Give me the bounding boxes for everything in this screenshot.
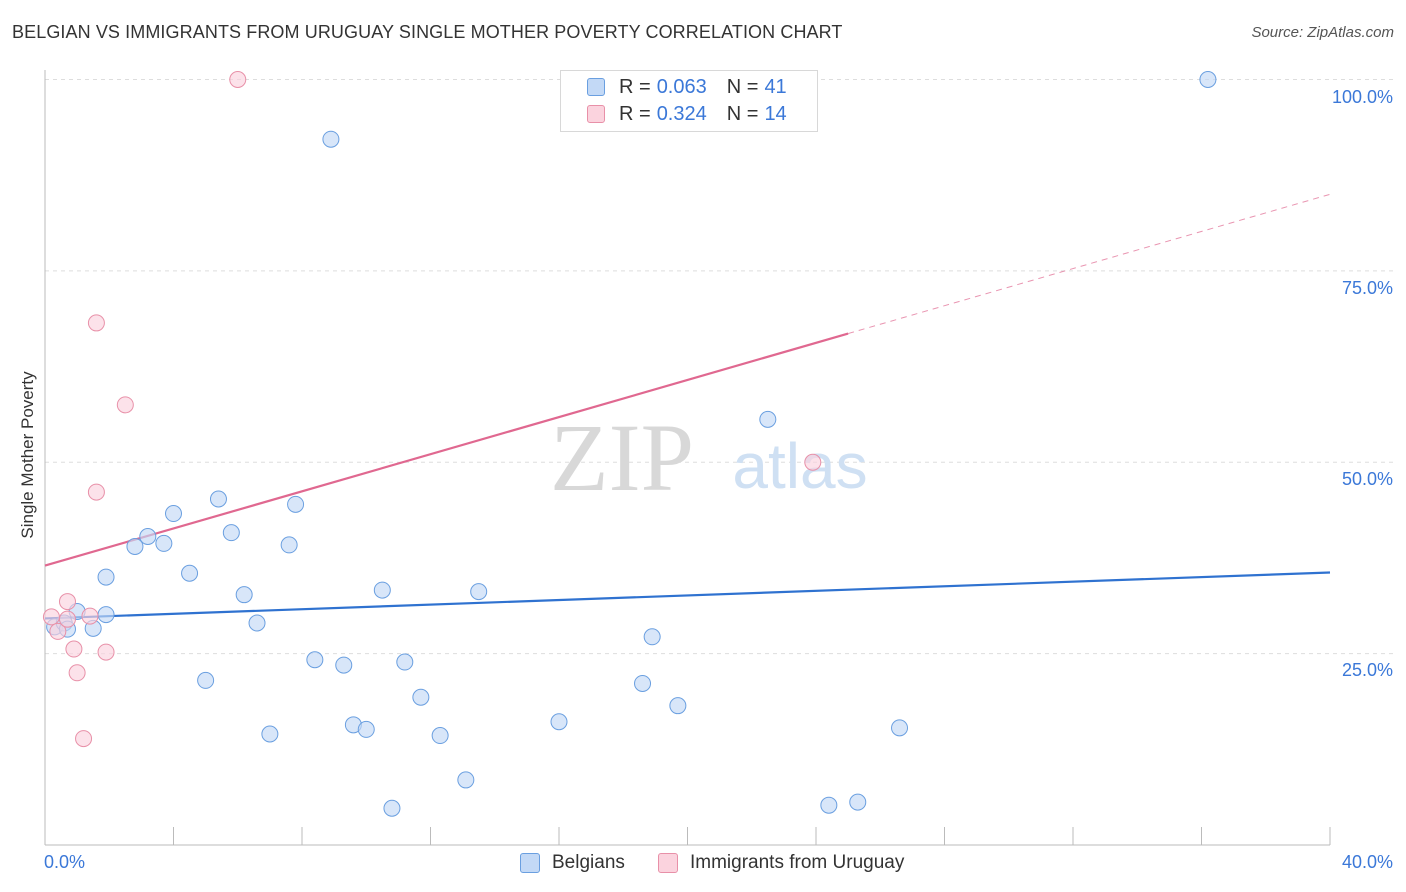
point-belgians-9 bbox=[155, 534, 173, 552]
chart-title: BELGIAN VS IMMIGRANTS FROM URUGUAY SINGL… bbox=[12, 22, 843, 42]
point-belgians-25 bbox=[373, 581, 391, 599]
y-tick-75: 75.0% bbox=[1341, 278, 1393, 298]
point-belgians-31 bbox=[470, 583, 488, 601]
point-belgians-29 bbox=[431, 727, 449, 745]
series-legend: Belgians Immigrants from Uruguay bbox=[0, 852, 1406, 878]
point-belgians-16 bbox=[248, 614, 266, 632]
source-label: Source: ZipAtlas.com bbox=[1251, 24, 1394, 41]
legend-r-value: 0.324 bbox=[656, 102, 707, 125]
point-belgians-39 bbox=[891, 719, 909, 737]
legend-swatch-belgians bbox=[520, 853, 540, 873]
point-belgians-10 bbox=[165, 505, 182, 523]
point-belgians-26 bbox=[383, 799, 401, 817]
legend-r-label: R = bbox=[619, 75, 651, 98]
watermark-atlas: atlas bbox=[732, 430, 867, 502]
point-uruguay-7 bbox=[81, 607, 99, 625]
point-belgians-34 bbox=[643, 628, 661, 646]
point-belgians-8 bbox=[139, 528, 157, 546]
legend-r-value: 0.063 bbox=[656, 75, 707, 98]
point-belgians-33 bbox=[634, 674, 652, 692]
point-uruguay-9 bbox=[87, 314, 105, 332]
point-belgians-24 bbox=[357, 720, 375, 738]
point-belgians-40 bbox=[1199, 71, 1217, 88]
point-uruguay-13 bbox=[804, 453, 822, 471]
legend-item-uruguay[interactable]: Immigrants from Uruguay bbox=[658, 852, 904, 874]
point-belgians-12 bbox=[197, 671, 215, 689]
point-belgians-6 bbox=[97, 568, 115, 586]
x-tick-max: 40.0% bbox=[1341, 852, 1393, 872]
point-uruguay-10 bbox=[97, 643, 115, 661]
point-uruguay-12 bbox=[229, 71, 247, 88]
point-belgians-32 bbox=[550, 713, 568, 731]
point-belgians-7 bbox=[126, 537, 144, 555]
point-belgians-20 bbox=[306, 651, 324, 669]
point-belgians-35 bbox=[669, 697, 687, 715]
point-uruguay-11 bbox=[116, 396, 134, 414]
point-belgians-19 bbox=[287, 495, 305, 513]
point-belgians-5 bbox=[97, 606, 115, 624]
trend-line-uruguay-extension bbox=[847, 193, 1331, 335]
point-belgians-38 bbox=[849, 793, 867, 811]
point-belgians-17 bbox=[261, 725, 279, 743]
point-belgians-18 bbox=[280, 536, 298, 554]
point-uruguay-4 bbox=[65, 640, 83, 658]
legend-n-value: 14 bbox=[764, 102, 787, 125]
point-belgians-28 bbox=[412, 688, 430, 706]
legend-n-label: N = bbox=[726, 75, 759, 98]
legend-n-value: 41 bbox=[764, 75, 787, 98]
point-belgians-21 bbox=[322, 130, 340, 148]
trend-line-belgians bbox=[44, 571, 1331, 620]
point-uruguay-8 bbox=[87, 483, 105, 501]
gridlines bbox=[45, 79, 1393, 655]
legend-item-belgians[interactable]: Belgians bbox=[520, 852, 625, 874]
legend-swatch-uruguay bbox=[587, 105, 605, 123]
legend-r-label: R = bbox=[619, 102, 651, 125]
point-belgians-27 bbox=[396, 653, 414, 671]
y-tick-25: 25.0% bbox=[1341, 660, 1393, 680]
legend-swatch-belgians bbox=[587, 78, 605, 96]
legend-label-belgians: Belgians bbox=[552, 852, 625, 873]
y-tick-50: 50.0% bbox=[1341, 469, 1393, 489]
point-uruguay-1 bbox=[49, 622, 67, 640]
legend-label-uruguay: Immigrants from Uruguay bbox=[690, 852, 905, 873]
trend-line-uruguay bbox=[44, 332, 849, 567]
watermark: ZIP atlas bbox=[550, 404, 868, 511]
legend-n-label: N = bbox=[726, 102, 759, 125]
legend-row-uruguay: R = 0.324 N = 14 bbox=[587, 101, 787, 127]
data-points bbox=[42, 71, 1217, 817]
axes bbox=[44, 70, 1331, 846]
watermark-zip: ZIP bbox=[550, 404, 694, 511]
point-belgians-36 bbox=[759, 410, 777, 428]
y-tick-100: 100.0% bbox=[1331, 87, 1393, 107]
trend-lines bbox=[44, 193, 1331, 620]
point-belgians-11 bbox=[181, 564, 199, 582]
stats-legend: R = 0.063 N = 41 R = 0.324 N = 14 bbox=[560, 70, 818, 132]
point-belgians-14 bbox=[222, 524, 240, 542]
point-uruguay-3 bbox=[58, 593, 76, 611]
point-belgians-15 bbox=[235, 586, 253, 604]
x-tick-min: 0.0% bbox=[44, 852, 86, 872]
legend-row-belgians: R = 0.063 N = 41 bbox=[587, 74, 787, 100]
point-belgians-37 bbox=[820, 796, 838, 814]
legend-swatch-uruguay bbox=[658, 853, 678, 873]
point-uruguay-2 bbox=[58, 610, 76, 628]
point-uruguay-6 bbox=[75, 730, 93, 748]
point-uruguay-0 bbox=[42, 608, 60, 626]
point-belgians-22 bbox=[335, 656, 353, 674]
point-belgians-13 bbox=[209, 490, 227, 508]
point-uruguay-5 bbox=[68, 664, 86, 682]
point-belgians-30 bbox=[457, 771, 475, 789]
